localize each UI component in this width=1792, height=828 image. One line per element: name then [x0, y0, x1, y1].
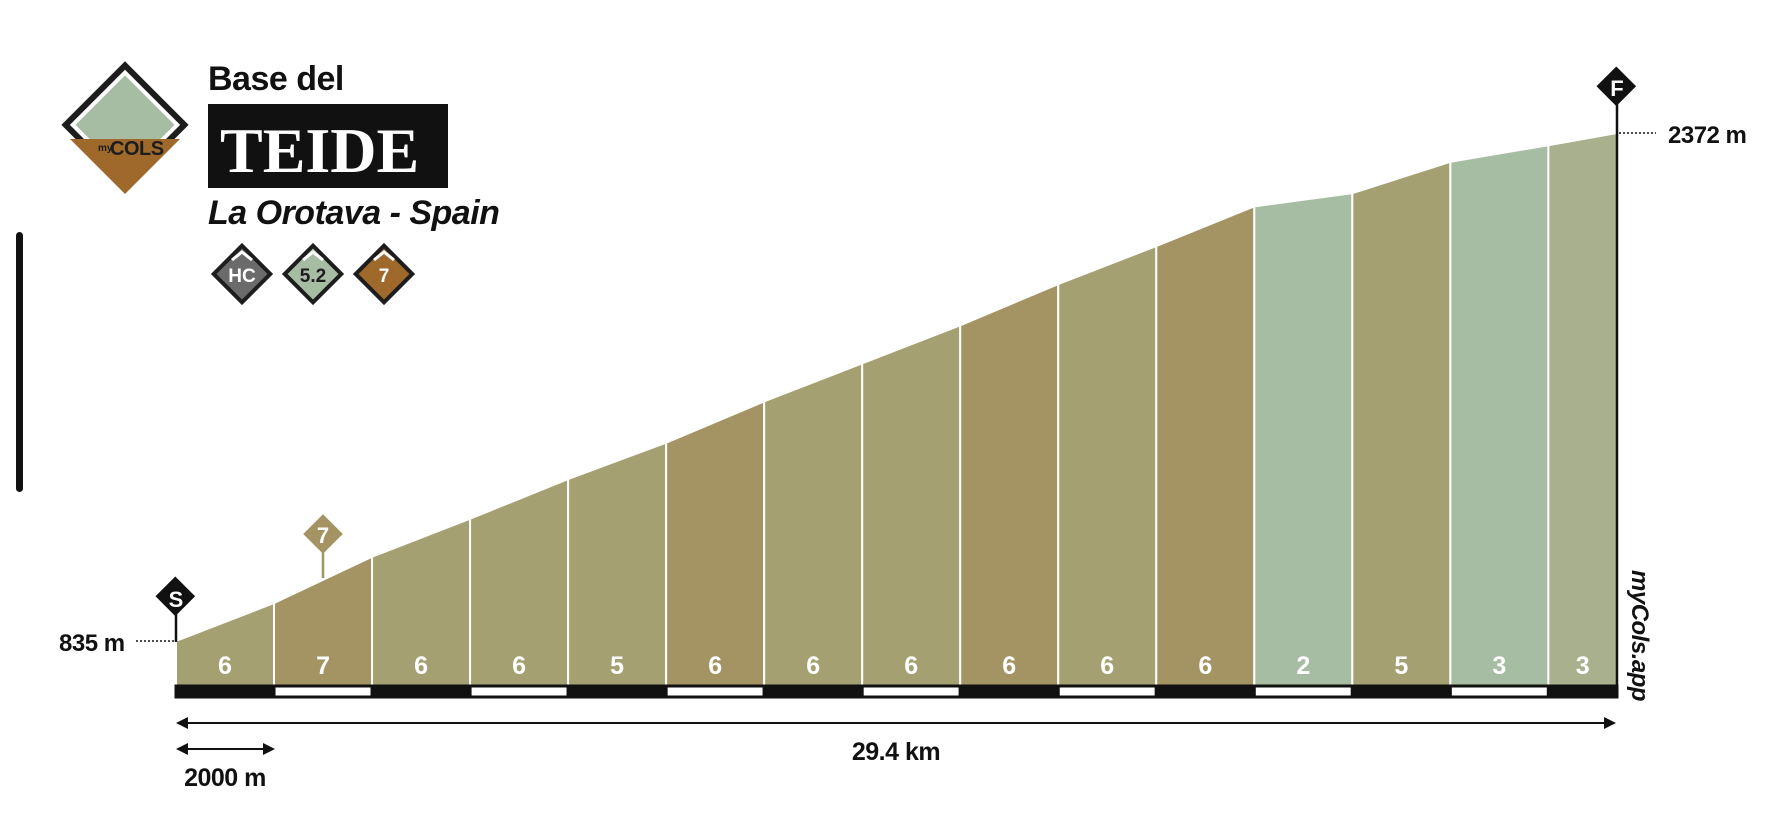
logo-text-small: my [98, 143, 113, 154]
max-gradient-marker: 7 [303, 514, 343, 578]
scale-bar-block-10 [1056, 684, 1158, 699]
title-box [208, 104, 448, 188]
pre-title: Base del [208, 60, 344, 98]
segment-10 [1057, 244, 1158, 687]
gradient-label-5: 5 [610, 652, 624, 680]
page-title: TEIDE [220, 115, 419, 186]
gradient-label-7: 6 [806, 652, 820, 680]
segment-6 [665, 399, 766, 687]
gradient-label-12: 2 [1296, 652, 1310, 680]
logo-text-big: COLS [110, 138, 164, 160]
segment-15 [1547, 131, 1618, 687]
badge-label-1: HC [228, 266, 256, 287]
gradient-label-6: 6 [708, 652, 722, 680]
gradient-label-2: 7 [316, 652, 330, 680]
scale-bar-block-12 [1252, 684, 1354, 699]
scale-bar-block-11 [1154, 684, 1256, 699]
gradient-label-13: 5 [1394, 652, 1408, 680]
gradient-label-8: 6 [904, 652, 918, 680]
gradient-label-4: 6 [512, 652, 526, 680]
scale-bar-block-9 [958, 684, 1060, 699]
segment-12 [1253, 192, 1354, 687]
badge-2: 5.2 [281, 242, 345, 306]
end-elevation-label: 2372 m [1668, 122, 1746, 149]
scroll-indicator[interactable] [16, 232, 23, 492]
finish-marker-label: F [1610, 76, 1623, 101]
badge-label-2: 5.2 [300, 266, 326, 287]
gradient-label-14: 3 [1492, 652, 1506, 680]
watermark: myCols.app [1626, 570, 1653, 701]
start-marker-label: S [169, 587, 184, 612]
gradient-label-15: 3 [1576, 652, 1590, 680]
scale-bar-block-4 [468, 684, 570, 699]
finish-marker: F [1596, 66, 1637, 690]
gradient-labels: 6 7 6 6 5 6 6 6 6 6 6 2 5 3 3 [218, 652, 1590, 680]
segment-5 [567, 441, 668, 687]
badge-3: 7 [352, 242, 416, 306]
scale-bar-block-13 [1350, 684, 1452, 699]
segment-13 [1351, 160, 1452, 687]
badges: HC 5.2 7 [210, 242, 416, 306]
subtitle: La Orotava - Spain [208, 194, 499, 232]
start-marker: S [155, 576, 196, 642]
scale-bar-block-1 [174, 684, 276, 699]
gradient-label-1: 6 [218, 652, 232, 680]
segment-9 [959, 282, 1060, 687]
gradient-label-9: 6 [1002, 652, 1016, 680]
total-distance-arrow [176, 717, 1616, 729]
gradient-label-3: 6 [414, 652, 428, 680]
mycols-logo: my COLS [61, 61, 189, 194]
gradient-label-11: 6 [1198, 652, 1212, 680]
segment-14 [1449, 144, 1550, 687]
scale-label: 2000 m [184, 764, 266, 792]
total-distance-label: 29.4 km [852, 738, 940, 766]
max-gradient-marker-label: 7 [317, 523, 329, 548]
distance-scale-bar [174, 684, 1619, 699]
scale-bar-block-7 [762, 684, 864, 699]
gradient-label-10: 6 [1100, 652, 1114, 680]
scale-bar-block-5 [566, 684, 668, 699]
badge-1: HC [210, 242, 274, 306]
scale-arrow [176, 743, 275, 755]
scale-bar-block-3 [370, 684, 472, 699]
scale-bar-block-2 [272, 684, 374, 699]
segment-11 [1155, 204, 1256, 687]
segment-8 [861, 323, 962, 687]
badge-label-3: 7 [379, 266, 390, 287]
scale-bar-block-15 [1546, 684, 1619, 699]
start-elevation-label: 835 m [59, 630, 125, 657]
scale-bar-block-14 [1448, 684, 1550, 699]
scale-bar-block-6 [664, 684, 766, 699]
segment-7 [763, 361, 864, 687]
scale-bar-block-8 [860, 684, 962, 699]
